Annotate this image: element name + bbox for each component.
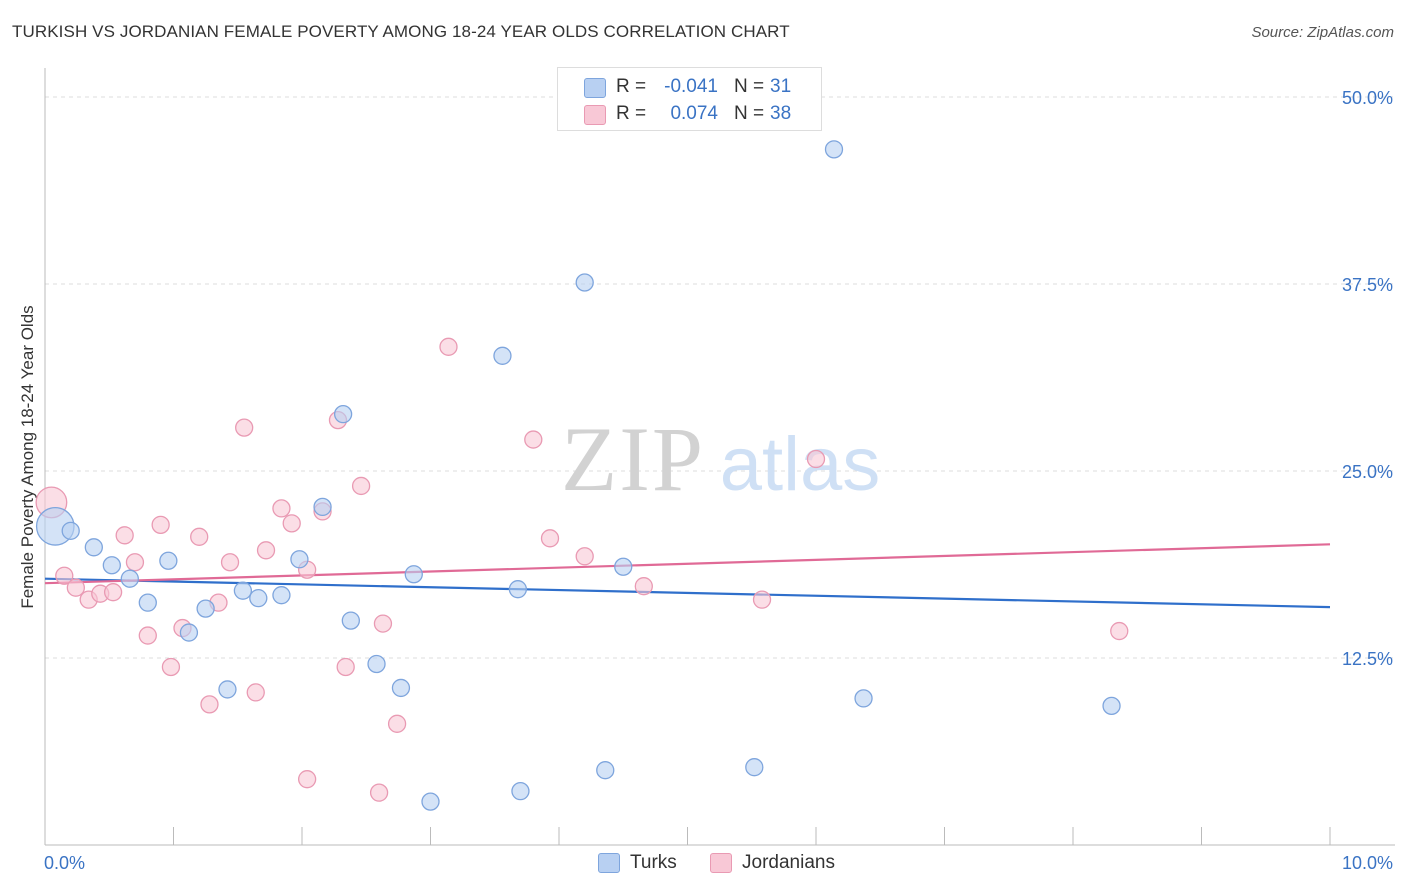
- turks-point: [218, 680, 237, 699]
- turks-point: [511, 781, 530, 801]
- correlation-legend: R = -0.041 N = 31 R = 0.074 N = 38: [557, 67, 822, 131]
- turks-point: [404, 565, 423, 584]
- r-value: -0.041: [664, 76, 718, 97]
- turks-point: [272, 586, 291, 605]
- n-value: 38: [770, 103, 792, 124]
- turks-point: [614, 557, 633, 576]
- jordanians-trend-line: [44, 543, 1331, 585]
- turks-trend-line: [44, 577, 1331, 609]
- watermark-atlas: atlas: [720, 422, 881, 507]
- n-label: N =: [734, 103, 765, 124]
- jordanians-point: [282, 514, 301, 533]
- legend-label-jordanians: Jordanians: [742, 852, 835, 873]
- turks-point: [341, 611, 360, 630]
- axes: [44, 68, 1395, 846]
- jordanians-point: [115, 526, 134, 545]
- jordanians-point: [806, 449, 826, 469]
- chart-title: TURKISH VS JORDANIAN FEMALE POVERTY AMON…: [12, 22, 790, 41]
- jordanians-point: [634, 577, 653, 596]
- jordanians-point: [752, 590, 772, 609]
- jordanians-point: [336, 657, 355, 677]
- jordanians-swatch: [584, 105, 606, 125]
- legend-label-turks: Turks: [630, 852, 677, 873]
- jordanians-point: [235, 418, 254, 437]
- jordanians-point: [190, 527, 209, 546]
- y-tick-label: 37.5%: [1342, 275, 1393, 295]
- data-points: [35, 140, 1129, 811]
- turks-point: [367, 654, 386, 674]
- turks-point: [159, 551, 178, 570]
- turks-point: [84, 538, 103, 557]
- jordanians-point: [373, 614, 393, 633]
- jordanians-point: [66, 578, 85, 597]
- turks-point: [313, 497, 332, 517]
- jordanians-point: [272, 499, 291, 518]
- turks-point: [61, 521, 80, 540]
- turks-point: [1102, 696, 1121, 716]
- turks-point: [333, 405, 353, 424]
- turks-point: [508, 580, 528, 599]
- turks-point: [391, 678, 411, 698]
- tick-labels: 12.5% 25.0% 37.5% 50.0% 0.0% 10.0%: [44, 88, 1393, 873]
- gridlines: [45, 96, 1395, 659]
- jordanians-point: [220, 553, 240, 572]
- n-value: 31: [770, 76, 792, 97]
- y-tick-label: 12.5%: [1342, 649, 1393, 669]
- turks-point: [196, 599, 215, 618]
- jordanians-point: [369, 783, 389, 802]
- turks-point: [249, 589, 268, 608]
- trend-lines: [44, 543, 1331, 609]
- watermark-zip: ZIP: [561, 408, 705, 510]
- turks-point: [290, 550, 309, 569]
- jordanians-point: [439, 337, 458, 356]
- source-label: Source: ZipAtlas.com: [1251, 24, 1394, 41]
- r-value: 0.074: [670, 103, 718, 124]
- jordanians-point: [161, 657, 181, 677]
- jordanians-point: [103, 583, 123, 602]
- r-label: R =: [616, 76, 647, 97]
- turks-swatch: [598, 853, 620, 873]
- turks-point: [596, 761, 615, 780]
- turks-point: [575, 273, 594, 292]
- legend-row-turks: R = -0.041 N = 31: [558, 74, 821, 102]
- y-tick-label: 50.0%: [1342, 88, 1393, 108]
- turks-point: [854, 689, 873, 708]
- jordanians-point: [351, 476, 371, 496]
- turks-point: [179, 623, 199, 642]
- x-tick-label: 10.0%: [1342, 853, 1393, 873]
- turks-point: [233, 581, 253, 600]
- jordanians-point: [200, 695, 219, 714]
- turks-point: [102, 556, 121, 575]
- jordanians-point: [524, 430, 543, 449]
- jordanians-point: [138, 626, 157, 645]
- turks-point: [493, 346, 512, 365]
- y-axis-title: Female Poverty Among 18-24 Year Olds: [18, 305, 37, 609]
- turks-swatch: [584, 78, 606, 98]
- jordanians-point: [256, 541, 276, 560]
- jordanians-point: [151, 515, 170, 535]
- jordanians-point: [1110, 621, 1129, 641]
- jordanians-point: [125, 553, 145, 572]
- turks-point: [138, 593, 157, 612]
- turks-point: [120, 569, 139, 588]
- turks-point: [745, 758, 764, 777]
- r-label: R =: [616, 103, 647, 124]
- jordanians-point: [246, 683, 265, 702]
- legend-row-jordanians: R = 0.074 N = 38: [558, 101, 821, 129]
- jordanians-point: [387, 714, 407, 733]
- n-label: N =: [734, 76, 765, 97]
- jordanians-swatch: [710, 853, 732, 873]
- x-tick-label: 0.0%: [44, 853, 85, 873]
- watermark: ZIP atlas: [561, 408, 880, 510]
- jordanians-point: [575, 547, 594, 566]
- y-tick-label: 25.0%: [1342, 462, 1393, 482]
- turks-point: [824, 140, 844, 159]
- turks-point: [421, 792, 440, 811]
- jordanians-point: [55, 566, 74, 585]
- jordanians-point: [297, 770, 317, 789]
- jordanians-point: [540, 529, 560, 548]
